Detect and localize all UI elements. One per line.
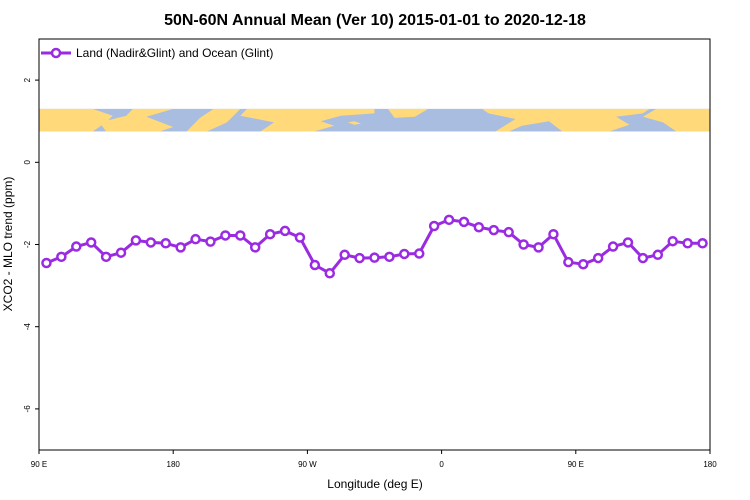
legend-marker: [50, 47, 62, 59]
y-tick-label: -6: [23, 405, 32, 413]
data-point: [85, 237, 97, 248]
map-land-2: [186, 108, 241, 132]
y-tick-label: -2: [23, 240, 32, 248]
x-tick-label: 90 E: [31, 460, 47, 469]
data-point: [249, 242, 261, 253]
chart-title: 50N-60N Annual Mean (Ver 10) 2015-01-01 …: [164, 12, 586, 29]
map-land-7: [642, 108, 710, 132]
y-axis-label: XCO2 - MLO trend (ppm): [1, 177, 15, 312]
data-point: [548, 228, 559, 240]
world-map-band: [39, 108, 710, 132]
data-point: [205, 236, 216, 247]
y-tick-label: 0: [23, 160, 32, 165]
data-point: [145, 237, 157, 248]
data-point: [235, 230, 246, 241]
data-point: [533, 242, 544, 253]
data-point: [41, 257, 52, 269]
data-point: [324, 268, 336, 279]
data-point: [697, 238, 708, 249]
series-line: [45, 218, 703, 275]
data-point: [294, 232, 306, 243]
data-point: [473, 221, 485, 233]
data-point: [458, 216, 470, 228]
x-axis: 90 E 180 90 W 0 90 E 180: [31, 450, 717, 469]
data-point: [264, 228, 276, 240]
x-tick-label: 180: [167, 460, 181, 469]
map-land-0: [39, 108, 113, 132]
data-point: [56, 251, 67, 263]
data-point: [622, 237, 634, 248]
data-point: [637, 252, 649, 264]
x-tick-label: 0: [439, 460, 444, 469]
data-point: [71, 241, 82, 252]
data-point: [503, 226, 514, 238]
data-point: [100, 251, 112, 263]
data-point: [160, 238, 171, 249]
series-points-group: [41, 214, 708, 279]
y-tick-label: 2: [23, 77, 32, 82]
legend-entry-label: Land (Nadir&Glint) and Ocean (Glint): [76, 46, 273, 60]
data-point: [428, 220, 440, 232]
map-land-5: [387, 108, 429, 118]
map-land-6: [481, 108, 650, 132]
series-line-group: [45, 218, 703, 275]
data-point: [518, 239, 529, 250]
data-point: [399, 248, 410, 260]
y-tick-label: -4: [23, 323, 32, 331]
x-tick-label: 90 E: [568, 460, 584, 469]
data-point: [279, 225, 291, 237]
y-axis: 2 0 -2 -4 -6: [23, 77, 39, 412]
data-point: [220, 230, 231, 241]
data-point: [175, 242, 186, 253]
data-point: [488, 224, 500, 236]
data-point: [115, 247, 127, 258]
map-land-3: [240, 108, 375, 132]
x-axis-label: Longitude (deg E): [327, 477, 422, 491]
data-point: [339, 249, 350, 261]
data-point: [309, 259, 321, 271]
data-point: [592, 252, 604, 264]
data-point: [667, 235, 678, 247]
data-point: [563, 256, 574, 268]
data-point: [354, 252, 365, 264]
data-point: [682, 238, 693, 249]
map-land-1: [99, 108, 174, 132]
data-point: [413, 248, 425, 259]
x-tick-label: 90 W: [298, 460, 317, 469]
map-land-4: [347, 121, 362, 125]
data-point: [384, 251, 395, 263]
x-tick-label: 180: [703, 460, 717, 469]
legend: Land (Nadir&Glint) and Ocean (Glint): [41, 46, 273, 60]
data-point: [652, 249, 664, 261]
data-point: [578, 258, 589, 270]
data-point: [130, 235, 142, 246]
data-point: [369, 252, 380, 263]
data-point: [190, 233, 201, 245]
data-point: [443, 214, 455, 226]
data-point: [607, 241, 619, 252]
